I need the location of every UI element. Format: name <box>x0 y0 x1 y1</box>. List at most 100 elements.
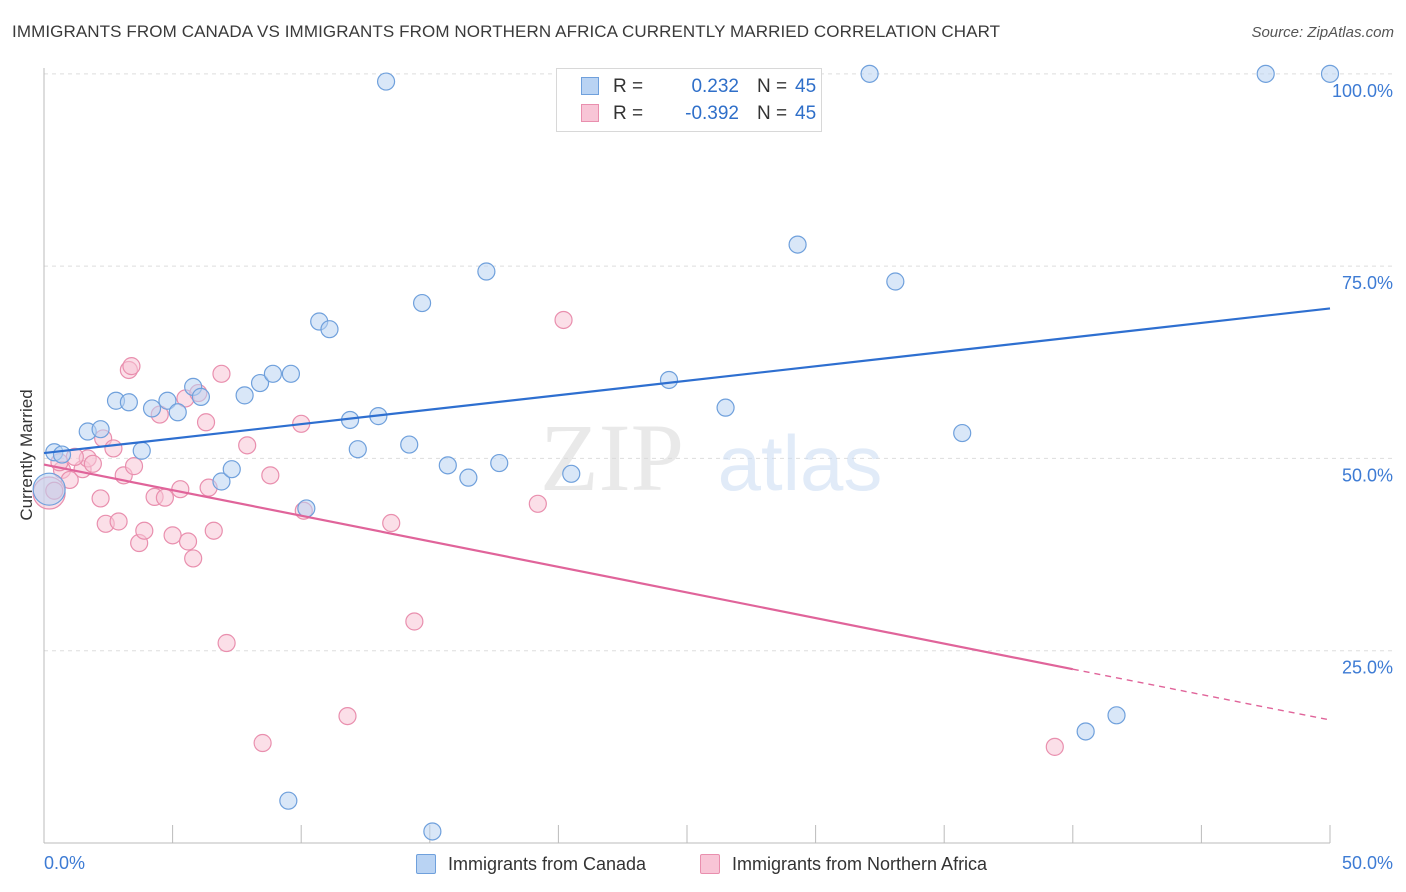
trend-lines <box>43 307 1331 721</box>
data-point-northern-africa <box>528 494 547 513</box>
data-point-canada <box>716 398 735 417</box>
x-tick-label: 0.0% <box>44 853 85 873</box>
legend-n-label: N = <box>757 76 788 97</box>
data-point-northern-africa <box>109 512 128 531</box>
bottom-legend-label-canada: Immigrants from Canada <box>448 854 647 874</box>
data-point-northern-africa <box>178 532 198 551</box>
bottom-legend-swatch-northern-africa <box>700 854 720 874</box>
data-point-canada <box>788 235 807 254</box>
data-point-canada <box>659 370 679 390</box>
data-point-northern-africa <box>135 521 154 540</box>
data-point-northern-africa <box>184 549 203 568</box>
data-point-canada <box>438 456 457 475</box>
data-point-canada <box>412 293 432 313</box>
data-point-northern-africa <box>155 488 174 507</box>
data-point-northern-africa <box>196 413 216 432</box>
data-point-northern-africa <box>171 480 190 499</box>
data-point-northern-africa <box>104 439 123 458</box>
legend-swatch-canada <box>581 77 599 95</box>
watermark-zip: ZIP <box>540 404 684 511</box>
trend-line-canada <box>43 307 1331 455</box>
data-point-northern-africa <box>212 364 231 383</box>
data-point-canada <box>168 403 187 422</box>
data-point-canada <box>235 386 254 405</box>
data-point-canada <box>1076 722 1095 741</box>
x-tick-label: 50.0% <box>1342 853 1393 873</box>
data-point-northern-africa <box>163 526 182 545</box>
data-point-canada <box>250 373 270 393</box>
axes <box>43 68 1331 844</box>
data-point-northern-africa <box>554 310 573 330</box>
y-axis-label: Currently Married <box>17 389 36 521</box>
data-point-northern-africa <box>238 436 257 455</box>
data-point-canada <box>132 441 151 460</box>
correlation-legend: R = 0.232 N = 45 R = -0.392 N = 45 <box>556 68 822 132</box>
data-point-canada <box>459 468 478 487</box>
data-point-northern-africa <box>338 706 357 726</box>
data-point-canada <box>279 791 298 810</box>
chart-title: IMMIGRANTS FROM CANADA VS IMMIGRANTS FRO… <box>12 22 1001 41</box>
data-point-northern-africa <box>124 457 144 476</box>
data-point-canada <box>1107 706 1126 725</box>
data-point-canada <box>91 420 110 439</box>
y-tick-label: 75.0% <box>1342 273 1393 293</box>
data-point-northern-africa <box>122 357 141 376</box>
data-point-canada <box>423 822 442 841</box>
data-point-northern-africa <box>91 489 110 508</box>
data-point-canada <box>212 472 231 491</box>
data-point-canada <box>562 464 581 483</box>
data-point-canada <box>886 272 905 291</box>
trend-line-northern-africa <box>43 463 1074 671</box>
data-point-canada <box>400 435 419 454</box>
data-point-canada <box>119 393 138 412</box>
bottom-legend-swatch-canada <box>416 854 436 874</box>
bottom-legend-label-northern-africa: Immigrants from Northern Africa <box>732 854 988 874</box>
data-point-northern-africa <box>1045 737 1064 756</box>
legend-r-value: -0.392 <box>685 103 739 124</box>
y-tick-label: 100.0% <box>1332 81 1393 101</box>
data-point-northern-africa <box>83 454 102 473</box>
data-point-canada <box>320 320 339 339</box>
data-point-canada <box>1256 64 1275 83</box>
y-tick-labels: 25.0% 50.0% 75.0% 100.0% <box>1332 81 1393 678</box>
data-point-canada <box>477 262 496 281</box>
watermark-atlas: atlas <box>718 419 883 507</box>
data-point-northern-africa <box>382 513 401 533</box>
y-tick-label: 25.0% <box>1342 658 1393 678</box>
legend-r-value: 0.232 <box>691 76 739 97</box>
data-point-canada <box>52 445 72 464</box>
data-point-canada <box>263 364 283 383</box>
data-point-canada <box>142 399 162 418</box>
data-point-canada <box>158 391 177 410</box>
series-northern-africa-points <box>32 310 1064 756</box>
legend-n-label: N = <box>757 103 788 124</box>
data-point-northern-africa <box>253 733 272 753</box>
data-point-canada <box>348 440 367 459</box>
gridlines <box>44 73 1395 652</box>
legend-r-label: R = <box>613 103 644 124</box>
source-label: Source: ZipAtlas.com <box>1251 24 1394 41</box>
data-point-northern-africa <box>261 466 280 485</box>
x-tick-labels: 0.0% 50.0% <box>44 853 1393 873</box>
legend-n-value: 45 <box>795 103 817 124</box>
data-point-canada <box>376 72 396 91</box>
legend-swatch-northern-africa <box>581 104 599 122</box>
legend-n-value: 45 <box>795 76 817 97</box>
data-point-northern-africa <box>405 612 424 631</box>
data-point-canada <box>1320 64 1340 83</box>
watermark: ZIP atlas <box>540 404 882 511</box>
data-point-canada <box>953 423 972 443</box>
data-point-canada <box>297 499 316 518</box>
data-point-northern-africa <box>217 633 236 653</box>
data-point-canada <box>281 364 301 383</box>
series-canada-points <box>32 64 1340 841</box>
data-point-northern-africa <box>204 521 223 540</box>
data-point-canada <box>860 64 879 83</box>
data-point-canada <box>32 472 66 506</box>
legend-r-label: R = <box>613 76 644 97</box>
y-tick-label: 50.0% <box>1342 465 1393 485</box>
data-point-canada <box>222 460 241 479</box>
data-point-canada <box>490 453 509 473</box>
data-point-canada <box>191 387 210 406</box>
